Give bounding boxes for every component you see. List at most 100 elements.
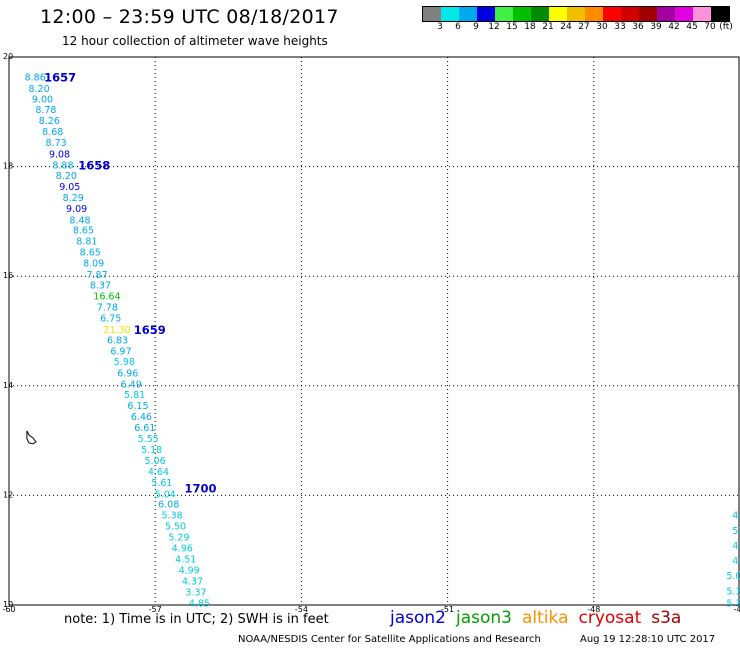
swh-value-label: 8.68: [42, 127, 63, 138]
swh-value-label: 8.88: [52, 161, 73, 172]
page-subtitle: 12 hour collection of altimeter wave hei…: [62, 34, 328, 48]
swh-value-label: 8.20: [28, 84, 49, 95]
swh-value-label: 5.3: [726, 598, 740, 609]
swh-value-label: 5.55: [138, 434, 159, 445]
island-outline: [26, 430, 37, 445]
swh-color-label: 45: [686, 22, 698, 32]
swh-color-swatch: [513, 7, 531, 21]
mission-label-altika: altika: [522, 608, 569, 628]
swh-value-label: 8.65: [80, 248, 101, 259]
y-tick-label: 18: [3, 162, 13, 171]
swh-color-swatch: [639, 7, 657, 21]
swh-value-label: 8.65: [73, 226, 94, 237]
swh-value-label: 8.09: [83, 259, 104, 270]
swh-value-label: 4.99: [179, 565, 200, 576]
swh-color-swatch: [549, 7, 567, 21]
time-label: 1658: [78, 159, 110, 173]
swh-value-label: 8.86: [25, 72, 46, 83]
swh-value-label: 5.: [732, 526, 740, 537]
swh-unit-label: (ft): [719, 22, 733, 32]
y-tick-label: 20: [3, 52, 13, 61]
swh-value-label: 6.08: [158, 500, 179, 511]
swh-value-label: 8.81: [76, 237, 97, 248]
y-tick-label: 16: [3, 271, 13, 280]
swh-value-label: 6.96: [117, 369, 138, 380]
timestamp-text: Aug 19 12:28:10 UTC 2017: [580, 634, 716, 645]
x-tick-label: -54: [295, 605, 308, 614]
swh-color-swatch: [495, 7, 513, 21]
swh-value-label: 6.61: [134, 423, 155, 434]
swh-value-label: 5.04: [155, 489, 176, 500]
y-tick-label: 14: [3, 381, 13, 390]
swh-color-swatch: [711, 7, 729, 21]
swh-value-label: 4.37: [182, 576, 203, 587]
swh-value-label: 16.64: [93, 291, 120, 302]
swh-color-label: 42: [668, 22, 680, 32]
swh-value-label: 6.49: [121, 380, 142, 391]
swh-value-label: 21.30: [104, 325, 131, 336]
swh-color-swatch: [585, 7, 603, 21]
swh-color-label: 3: [437, 22, 443, 32]
x-tick-label: -48: [587, 605, 600, 614]
swh-color-swatch: [477, 7, 495, 21]
swh-value-label: 8.26: [39, 116, 60, 127]
swh-color-swatch: [657, 7, 675, 21]
swh-value-label: 8.37: [90, 281, 111, 292]
swh-value-label: 8.78: [35, 105, 56, 116]
swh-value-label: 5.06: [144, 456, 165, 467]
swh-color-swatch: [567, 7, 585, 21]
swh-value-label: 8.20: [56, 171, 77, 182]
x-tick-label: -45: [733, 605, 740, 614]
swh-value-label: 9.08: [49, 150, 70, 161]
units-note: note: 1) Time is in UTC; 2) SWH is in fe…: [64, 612, 329, 627]
time-label: 1659: [134, 323, 166, 337]
swh-value-label: 4.: [732, 556, 740, 567]
swh-value-label: 4.64: [148, 467, 169, 478]
credit-text: NOAA/NESDIS Center for Satellite Applica…: [238, 634, 541, 645]
swh-color-swatch: [693, 7, 711, 21]
time-label: 1657: [44, 70, 76, 84]
swh-color-scale: [422, 6, 730, 22]
swh-value-label: 8.73: [46, 138, 67, 149]
swh-color-swatch: [621, 7, 639, 21]
swh-color-swatch: [603, 7, 621, 21]
swh-value-label: 5.3: [726, 586, 740, 597]
x-tick-label: -60: [2, 605, 15, 614]
y-tick-label: 10: [3, 600, 13, 609]
swh-value-label: 4.: [732, 541, 740, 552]
swh-value-label: 5.18: [141, 445, 162, 456]
swh-color-label: 9: [473, 22, 479, 32]
swh-color-label: 39: [650, 22, 662, 32]
swh-value-label: 3.37: [185, 587, 206, 598]
swh-value-label: 5.0: [726, 571, 740, 582]
swh-value-label: 5.81: [124, 390, 145, 401]
x-tick-label: -51: [441, 605, 454, 614]
swh-value-label: 8.48: [69, 215, 90, 226]
swh-color-swatch: [423, 7, 441, 21]
swh-value-label: 6.46: [131, 412, 152, 423]
swh-value-label: 6.15: [127, 401, 148, 412]
swh-value-label: 8.29: [63, 193, 84, 204]
swh-color-label: 36: [632, 22, 644, 32]
swh-color-swatch: [531, 7, 549, 21]
swh-value-label: 5.61: [151, 478, 172, 489]
swh-value-label: 7.87: [86, 270, 107, 281]
swh-value-label: 5.29: [168, 533, 189, 544]
swh-value-label: 5.50: [165, 522, 186, 533]
swh-value-label: 9.00: [32, 95, 53, 106]
time-label: 1700: [184, 481, 216, 495]
swh-value-label: 9.09: [66, 204, 87, 215]
mission-label-s3a: s3a: [651, 608, 682, 628]
x-tick-label: -57: [149, 605, 162, 614]
swh-color-swatch: [441, 7, 459, 21]
mission-label-jason2: jason2: [390, 608, 446, 628]
swh-value-label: 5.98: [114, 357, 135, 368]
mission-label-jason3: jason3: [456, 608, 512, 628]
swh-value-label: 4.51: [175, 555, 196, 566]
page-title: 12:00 – 23:59 UTC 08/18/2017: [40, 6, 339, 28]
swh-value-label: 6.83: [107, 335, 128, 346]
swh-color-label: 70: [704, 22, 716, 32]
swh-value-label: 6.75: [100, 313, 121, 324]
